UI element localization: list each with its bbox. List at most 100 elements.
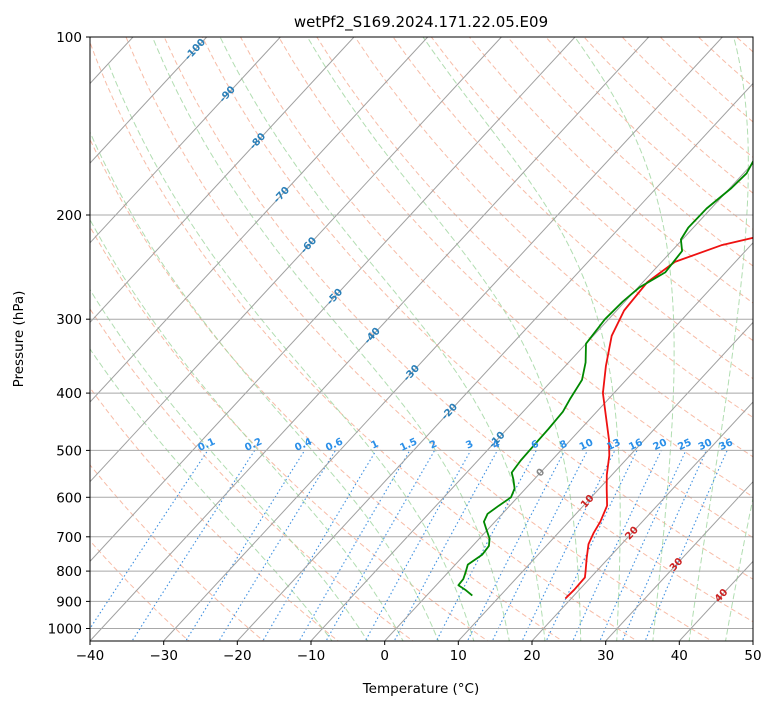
isotherm <box>457 321 753 641</box>
dry-adiabat <box>90 308 414 641</box>
mixing-ratio-label: 4 <box>491 439 502 452</box>
moist-adiabat <box>725 495 753 641</box>
y-tick-label: 500 <box>56 443 82 459</box>
moist-adiabat <box>90 218 404 641</box>
isotherm <box>162 37 723 641</box>
mixing-ratio-label: 6 <box>530 439 541 452</box>
x-tick-label: 0 <box>380 648 389 664</box>
mixing-ratio-line <box>644 450 728 641</box>
dry-adiabat <box>163 37 753 623</box>
y-tick-label: 600 <box>56 490 82 506</box>
dry-adiabat <box>90 464 265 641</box>
y-tick-label: 100 <box>56 30 82 46</box>
mixing-ratio-label: 8 <box>558 439 569 452</box>
mixing-ratio-label: 36 <box>718 437 735 453</box>
mixing-ratio-label: 1.5 <box>398 436 419 453</box>
isotherm <box>531 401 753 641</box>
mixing-ratio-label: 10 <box>578 437 595 453</box>
dry-adiabat <box>392 37 753 380</box>
dry-adiabat <box>90 540 190 641</box>
mixing-ratio-line <box>466 450 566 641</box>
moist-adiabat <box>107 61 475 641</box>
y-axis: 100 200 300 400 500 600 700 800 900 1000 <box>48 30 90 638</box>
x-axis-label: Temperature (°C) <box>362 681 480 697</box>
isotherm <box>90 37 281 244</box>
moist-adiabat <box>574 37 675 641</box>
mixing-ratio-label: 0.1 <box>196 436 217 453</box>
dry-adiabat <box>125 37 713 641</box>
x-tick-label: −10 <box>297 648 326 664</box>
dry-adiabat <box>201 37 753 580</box>
mixing-ratio-label: 3 <box>464 439 475 452</box>
isotherm <box>236 82 753 641</box>
mixing-ratio-line <box>185 450 306 641</box>
y-axis-label: Pressure (hPa) <box>11 291 27 388</box>
isotherm <box>678 560 753 641</box>
dewpoint-profile <box>457 159 753 597</box>
temperature-profile <box>564 236 753 600</box>
mixing-ratio-line <box>218 450 336 641</box>
x-axis: −40 −30 −20 −10 0 10 20 30 40 50 <box>76 641 762 664</box>
isotherm <box>90 37 576 563</box>
dry-adiabat <box>90 41 638 641</box>
profile-lines <box>457 159 753 600</box>
mixing-ratio-label: 30 <box>697 437 714 453</box>
mixing-ratio-label: 25 <box>676 437 693 453</box>
mixing-ratio-line <box>599 450 687 641</box>
isotherm <box>383 242 753 641</box>
dry-adiabat <box>278 37 753 498</box>
moist-adiabat <box>151 37 510 641</box>
moist-adiabat <box>422 37 621 641</box>
x-tick-label: 20 <box>523 648 540 664</box>
mixing-ratio-label: 20 <box>652 437 669 453</box>
plot-frame <box>89 36 754 642</box>
x-tick-label: −30 <box>149 648 178 664</box>
mixing-ratio-line <box>90 450 209 630</box>
y-tick-label: 1000 <box>48 622 82 638</box>
dry-adiabat <box>316 37 753 458</box>
mixing-ratio-label: 1 <box>370 439 381 452</box>
dry-adiabat <box>430 37 753 342</box>
dry-adiabat <box>545 37 753 230</box>
moist-adiabat <box>688 37 749 641</box>
mixing-ratio-label: 13 <box>605 437 622 453</box>
isotherm <box>90 37 429 403</box>
y-tick-label: 200 <box>56 208 82 224</box>
mixing-ratio-line <box>521 450 616 641</box>
mixing-ratio-line <box>545 450 638 641</box>
mixing-ratio-line <box>262 450 377 641</box>
mixing-ratio-label: 0.4 <box>293 436 314 453</box>
moist-adiabat <box>90 288 369 641</box>
y-tick-label: 300 <box>56 312 82 328</box>
chart-title: wetPf2_S169.2024.171.22.05.E09 <box>294 13 548 32</box>
moist-adiabat <box>306 37 582 641</box>
y-tick-label: 400 <box>56 386 82 402</box>
x-tick-label: 30 <box>597 648 614 664</box>
isotherm <box>90 37 650 641</box>
isotherm <box>90 37 502 483</box>
mixing-ratio-line <box>572 450 662 641</box>
x-tick-label: −40 <box>76 648 105 664</box>
x-tick-label: 10 <box>450 648 467 664</box>
mixing-ratio-label: 2 <box>428 439 439 452</box>
moist-adiabat <box>219 37 546 641</box>
mixing-ratio-line <box>393 450 498 641</box>
isotherm <box>752 640 753 641</box>
isotherm <box>0 37 59 643</box>
dry-adiabat <box>240 37 753 539</box>
moist-adiabat <box>90 347 333 641</box>
y-tick-label: 700 <box>56 530 82 546</box>
isotherm <box>604 480 753 641</box>
y-tick-label: 800 <box>56 564 82 580</box>
dry-adiabat <box>583 37 753 194</box>
mixing-ratio-label: 16 <box>627 437 644 453</box>
mixing-ratio-line <box>298 450 411 641</box>
moist-adiabat <box>90 130 440 641</box>
y-tick-label: 900 <box>56 594 82 610</box>
x-tick-label: 40 <box>671 648 688 664</box>
x-tick-label: 50 <box>744 648 761 664</box>
isotherm <box>90 37 208 164</box>
background-lines <box>0 37 753 643</box>
isotherm <box>90 37 355 324</box>
